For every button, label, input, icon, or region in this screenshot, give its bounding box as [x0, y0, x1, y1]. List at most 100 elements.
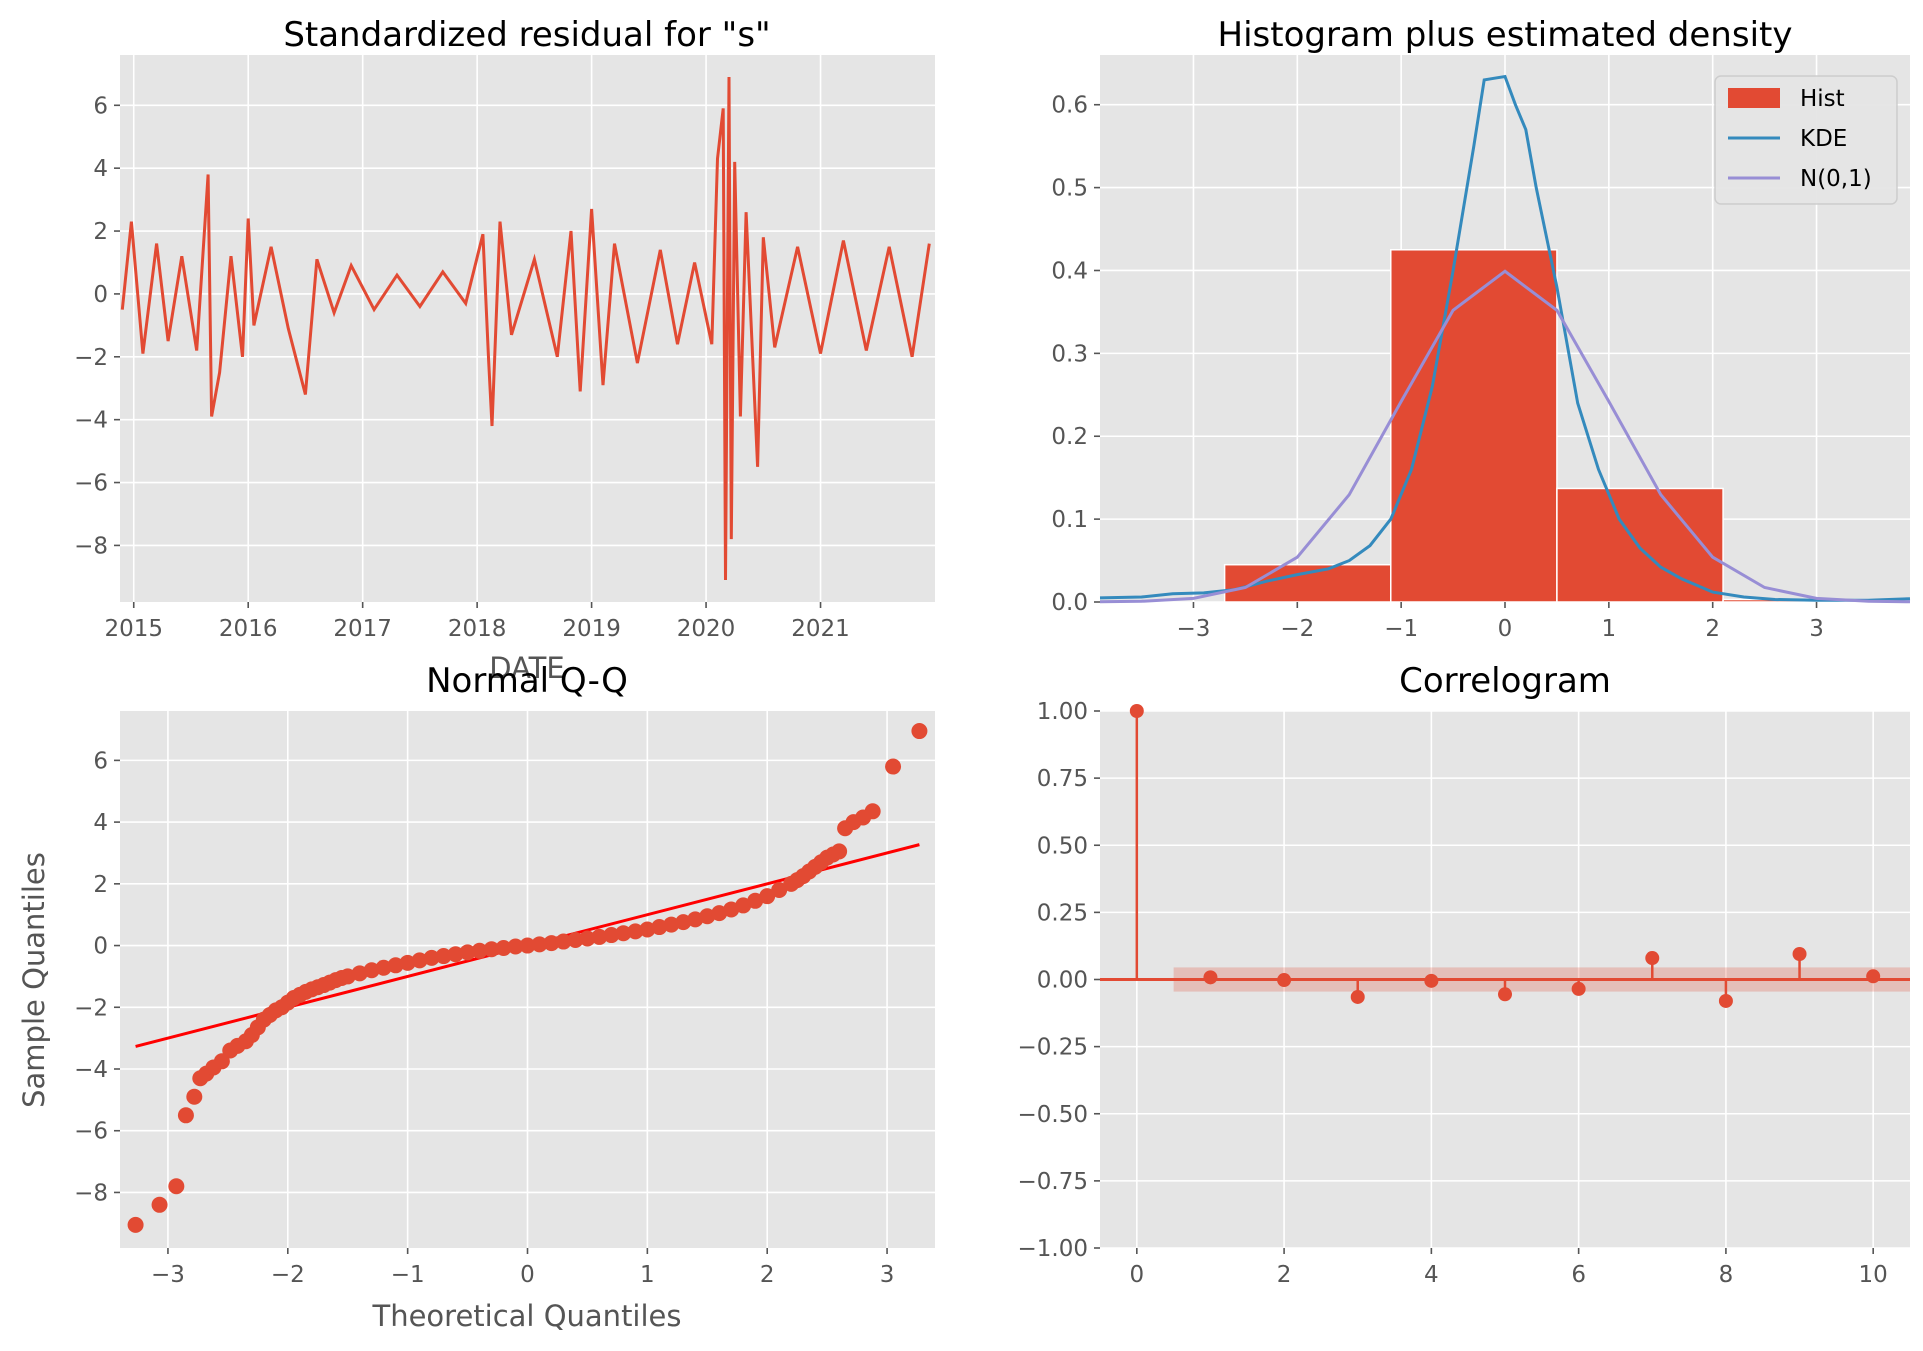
qq-point	[435, 948, 452, 965]
correlogram-y-tick-label: 0.75	[1037, 766, 1088, 792]
residual-plot-area	[120, 55, 935, 602]
residual-series-line	[120, 76, 931, 581]
qq-point	[747, 892, 764, 909]
acf-marker	[1645, 951, 1660, 966]
residual-y-tick-label: −4	[74, 408, 108, 434]
legend-hist-label: Hist	[1800, 86, 1845, 112]
qq-x-tick-label: −2	[271, 1262, 305, 1288]
residual-x-tick-label: 2016	[219, 616, 278, 642]
qq-point	[507, 938, 524, 955]
correlogram-x-tick-label: 10	[1859, 1262, 1888, 1288]
acf-marker	[1350, 989, 1365, 1004]
qq-y-tick-label: 0	[93, 934, 108, 960]
qq-point	[675, 914, 692, 931]
qq-y-tick-label: −4	[74, 1057, 108, 1083]
histogram-x-tick-label: 1	[1602, 616, 1617, 642]
residual-y-tick-label: 4	[93, 156, 108, 182]
qq-x-tick-label: 2	[760, 1262, 775, 1288]
qq-y-tick-label: 6	[93, 748, 108, 774]
histogram-bar	[1556, 487, 1724, 603]
qq-x-tick-label: −3	[151, 1262, 185, 1288]
residual-y-tick-label: 2	[93, 219, 108, 245]
qq-point	[459, 944, 476, 961]
residual-title: Standardized residual for "s"	[283, 15, 770, 55]
qq-point	[375, 959, 392, 976]
qq-point	[471, 942, 488, 959]
histogram-y-tick-label: 0.0	[1051, 590, 1088, 616]
correlogram-y-tick-label: 1.00	[1037, 699, 1088, 725]
correlogram-y-tick-label: 0.00	[1037, 968, 1088, 994]
qq-y-tick-label: −6	[74, 1119, 108, 1145]
correlogram-y-tick-label: −0.50	[1018, 1102, 1088, 1128]
histogram-y-tick-label: 0.3	[1051, 341, 1088, 367]
correlogram-x-tick-label: 4	[1424, 1262, 1439, 1288]
residual-y-tick-label: −2	[74, 345, 108, 371]
acf-marker	[1498, 987, 1512, 1002]
qq-x-tick-label: 1	[640, 1262, 655, 1288]
residual-x-tick-label: 2018	[448, 616, 507, 642]
qq-point	[186, 1088, 203, 1105]
residual-y-tick-label: −8	[74, 533, 108, 559]
qq-point	[885, 758, 902, 775]
qq-point	[423, 949, 440, 966]
qq-point	[831, 843, 848, 860]
qq-point	[735, 897, 752, 914]
histogram-y-tick-label: 0.6	[1051, 93, 1088, 119]
qq-point	[567, 931, 584, 948]
qq-point	[177, 1107, 194, 1124]
qq-panel: −3 −2 −1 0 1 2 3 −8 −6 −4 −2 0 2 4 6 Normal Q-Q Theore…	[17, 661, 935, 1333]
correlogram-y-tick-label: 0.25	[1037, 900, 1088, 926]
qq-point	[387, 957, 404, 974]
histogram-x-tick-label: −3	[1177, 616, 1211, 642]
correlogram-x-tick-label: 8	[1719, 1262, 1734, 1288]
qq-x-tick-label: 0	[520, 1262, 535, 1288]
qq-x-tick-label: −1	[391, 1262, 425, 1288]
histogram-y-tick-label: 0.5	[1051, 176, 1088, 202]
qq-x-axis-label: Theoretical Quantiles	[371, 1299, 681, 1333]
qq-point	[627, 923, 644, 940]
qq-title: Normal Q-Q	[426, 661, 628, 701]
qq-point	[911, 723, 928, 740]
histogram-y-tick-label: 0.1	[1051, 507, 1088, 533]
qq-y-tick-label: 4	[93, 810, 108, 836]
qq-point	[639, 921, 656, 938]
histogram-title: Histogram plus estimated density	[1218, 15, 1793, 55]
residual-panel: 2015 2016 2017 2018 2019 2020 2021 −8 −6 −4 −2 0 2 4 6…	[74, 15, 935, 685]
qq-point	[864, 803, 881, 820]
correlogram-title: Correlogram	[1399, 661, 1611, 701]
correlogram-y-tick-label: 0.50	[1037, 833, 1088, 859]
qq-y-tick-label: −8	[74, 1180, 108, 1206]
residual-x-tick-label: 2021	[791, 616, 850, 642]
acf-marker	[1277, 973, 1292, 988]
qq-y-tick-label: −2	[74, 995, 108, 1021]
histogram-x-tick-label: −2	[1280, 616, 1314, 642]
residual-x-tick-label: 2020	[677, 616, 736, 642]
qq-point	[663, 916, 680, 933]
histogram-x-tick-label: 2	[1705, 616, 1720, 642]
acf-marker	[1203, 970, 1218, 985]
qq-point	[687, 911, 704, 928]
qq-point	[339, 968, 356, 985]
acf-marker	[1424, 973, 1439, 988]
qq-point	[519, 937, 536, 954]
residual-y-tick-label: −6	[74, 471, 108, 497]
qq-y-axis-label: Sample Quantiles	[17, 852, 51, 1108]
normal-density-line	[1099, 269, 1911, 604]
qq-x-tick-label: 3	[880, 1262, 895, 1288]
residual-y-tick-label: 0	[93, 282, 108, 308]
residual-y-tick-label: 6	[93, 93, 108, 119]
qq-point	[531, 936, 548, 953]
qq-point	[399, 954, 416, 971]
qq-point	[615, 925, 632, 942]
histogram-bar	[1390, 249, 1558, 603]
correlogram-y-tick-label: −0.75	[1018, 1169, 1088, 1195]
histogram-x-tick-label: 3	[1809, 616, 1824, 642]
correlogram-x-tick-label: 6	[1571, 1262, 1586, 1288]
correlogram-x-tick-label: 0	[1129, 1262, 1144, 1288]
histogram-panel: −3 −2 −1 0 1 2 3 0.0 0.1 0.2 0.3 0.4 0.5 0.6 Histogra…	[1051, 15, 1911, 642]
qq-point	[168, 1178, 185, 1195]
qq-point	[151, 1196, 168, 1213]
qq-point	[213, 1053, 230, 1070]
correlogram-x-tick-label: 2	[1277, 1262, 1292, 1288]
